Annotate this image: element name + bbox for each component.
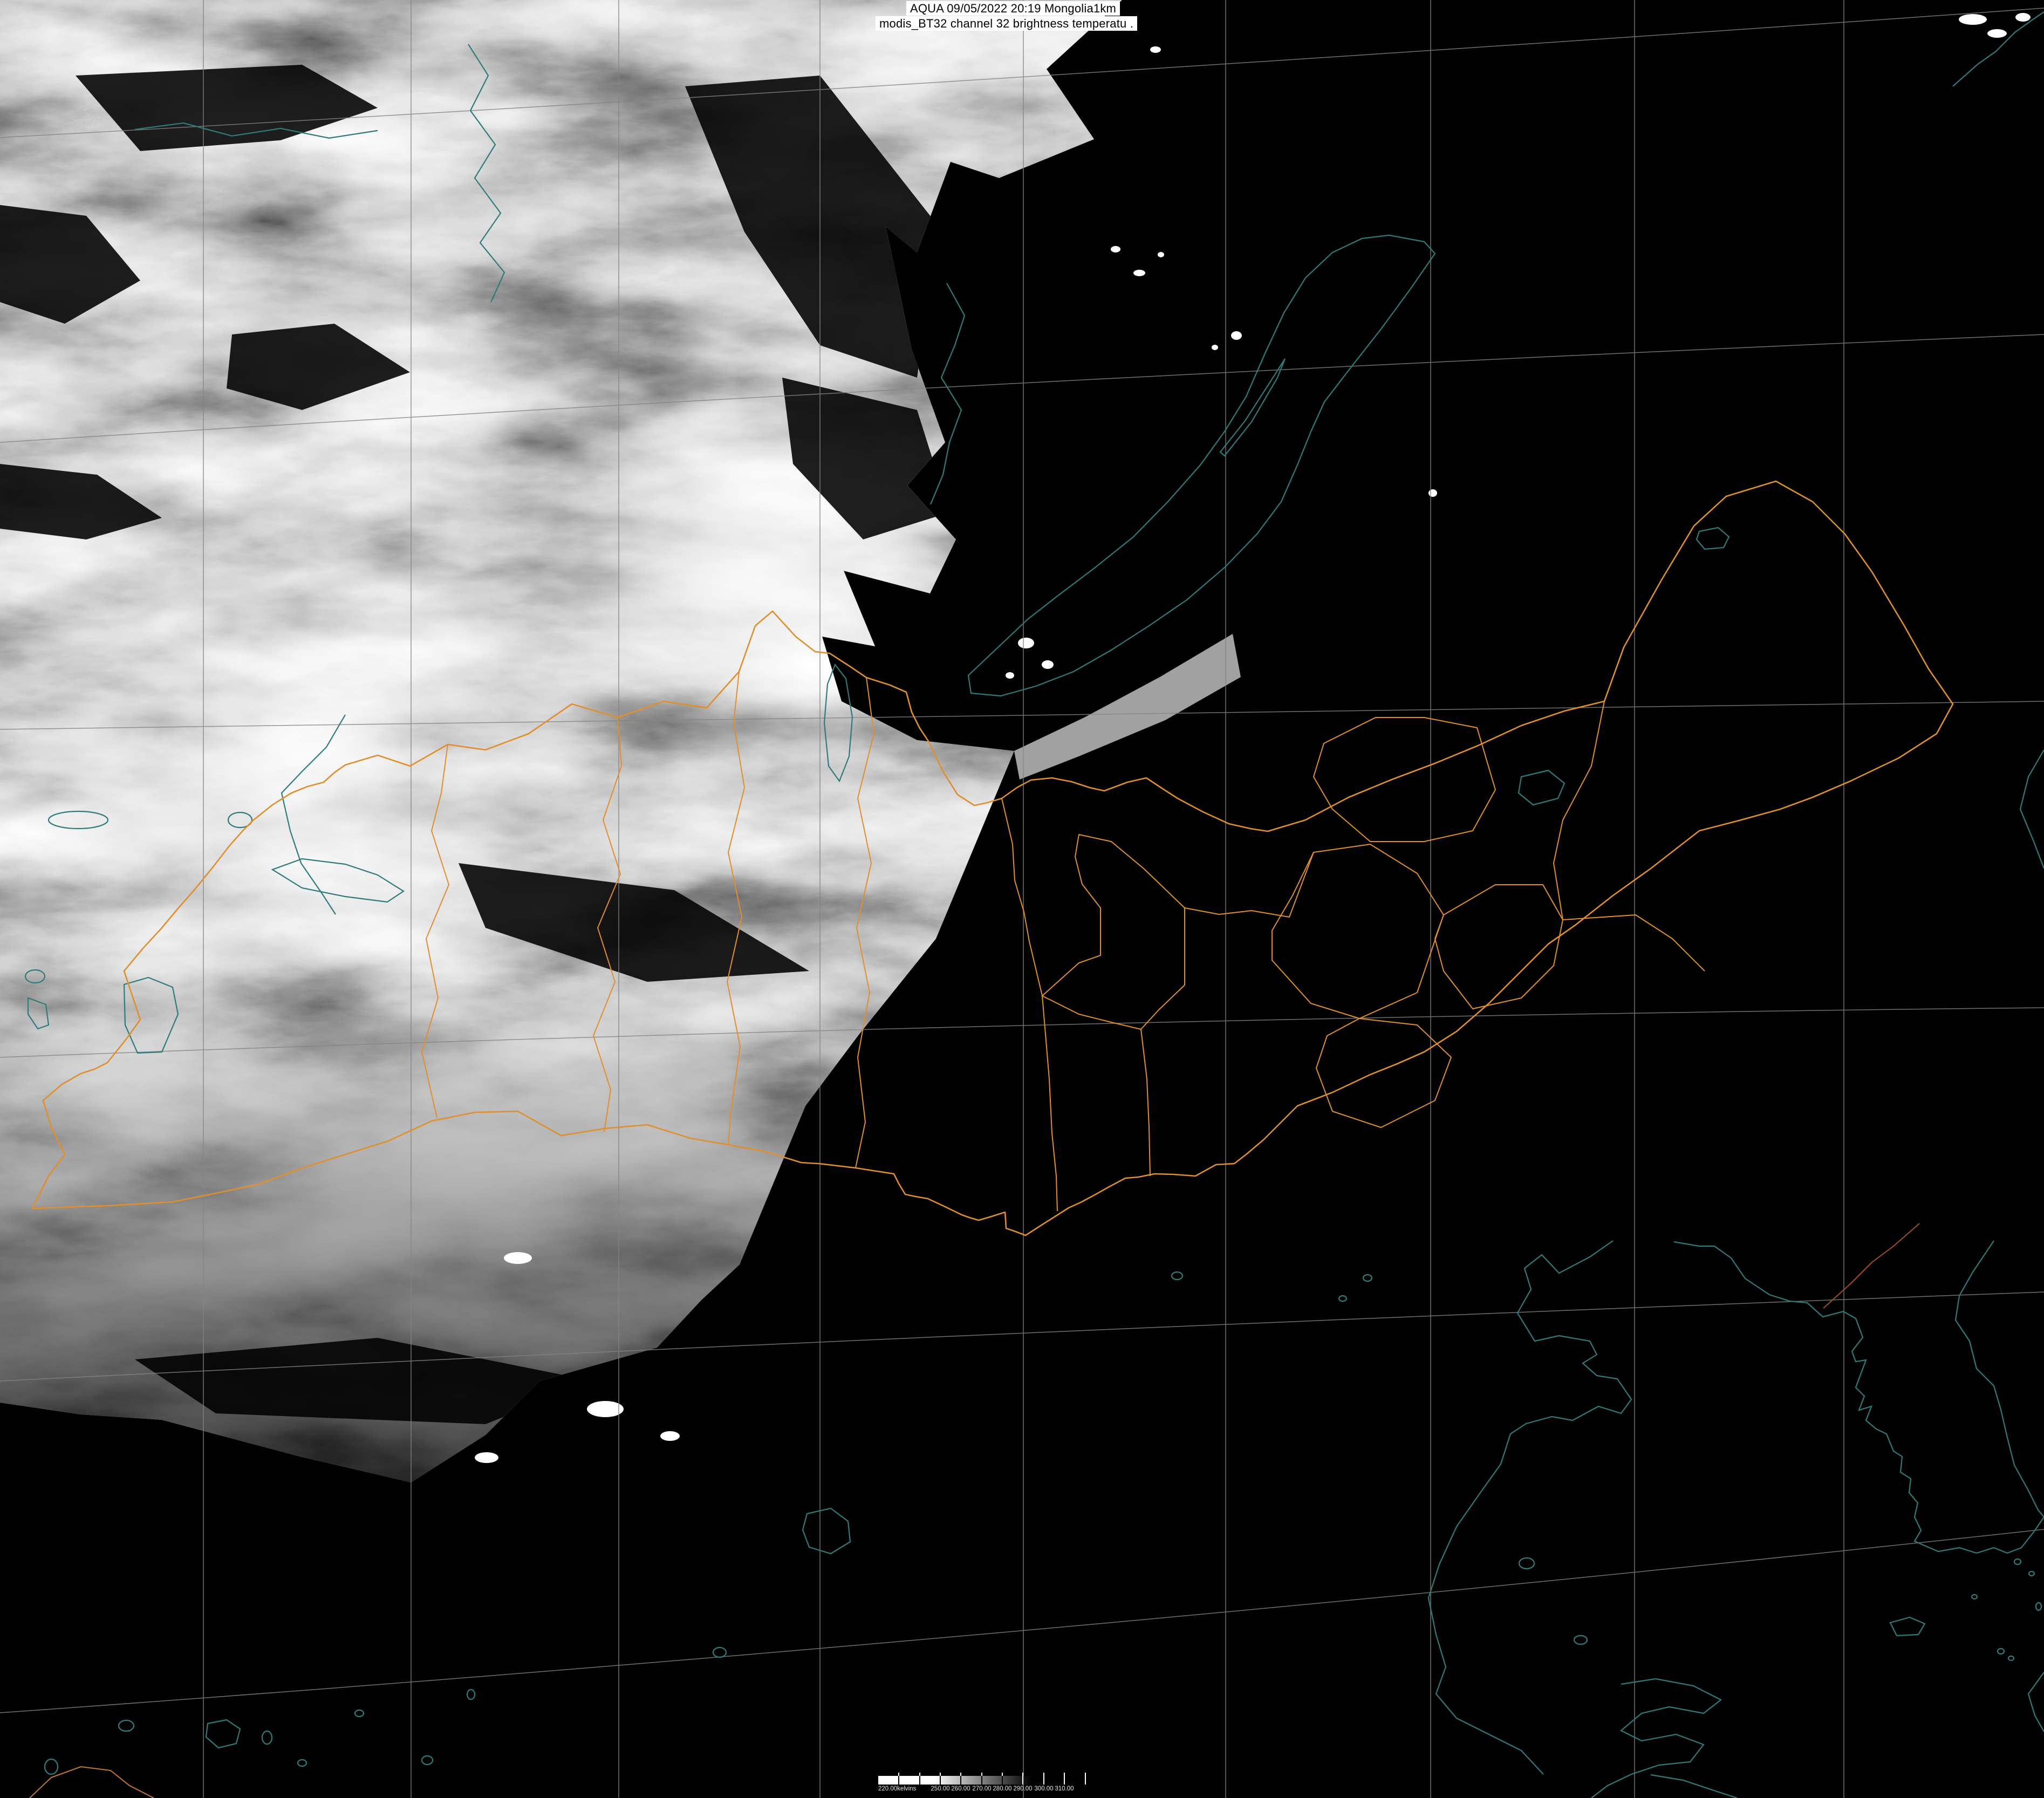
bohai-shandong-coast (1427, 1240, 1632, 1775)
image-title-line1: AQUA 09/05/2022 20:19 Mongolia1km (906, 1, 1120, 16)
colorbar-tick-240 (919, 1773, 920, 1785)
colorbar-unit-label: 220.00kelvins (878, 1786, 917, 1792)
river-north (134, 122, 378, 139)
hangzhou-bay (1650, 1774, 1738, 1798)
japan-coast-fragment (2019, 749, 2044, 869)
colorbar: 220.00kelvins 250.00 260.00 270.00 280.0… (878, 1772, 1094, 1798)
lake-gaxun (802, 1507, 851, 1555)
political-borders (29, 480, 1954, 1798)
lake-zavkhan (271, 858, 405, 903)
lake-baikal (967, 234, 1436, 697)
lake-buir (1517, 769, 1566, 806)
colorbar-tick-290 (1022, 1773, 1023, 1785)
mongolia-country-border (31, 480, 1954, 1236)
korea-east-coast (1954, 1240, 2044, 1517)
river-yenisei (468, 44, 505, 303)
colorbar-tick-270 (981, 1773, 982, 1785)
jeju-island (1889, 1616, 1926, 1637)
colorbar-label-260: 260.00 (951, 1786, 970, 1792)
colorbar-tick-320 (1085, 1773, 1086, 1785)
colorbar-tick-250 (940, 1773, 941, 1785)
mongolia-province-borders (421, 671, 1705, 1212)
olkhon-island (1219, 358, 1286, 457)
colorbar-label-250: 250.00 (931, 1786, 950, 1792)
river-west (281, 714, 346, 915)
colorbar-label-270: 270.00 (972, 1786, 992, 1792)
kyushu-fragment (2027, 1672, 2044, 1732)
okhotsk-coast (1952, 11, 2044, 87)
image-title-line2: modis_BT32 channel 32 brightness tempera… (876, 16, 1138, 31)
colorbar-tick-260 (960, 1773, 961, 1785)
korea-west-coast (1673, 1241, 2044, 1554)
lake-khovsgol (823, 663, 853, 783)
colorbar-label-290: 290.00 (1013, 1786, 1033, 1792)
river-selenga (929, 283, 966, 505)
colorbar-label-310: 310.00 (1055, 1786, 1074, 1792)
nk-china-border (1823, 1223, 1920, 1309)
lake-khar-us (123, 976, 179, 1054)
colorbar-tick-310 (1064, 1773, 1065, 1785)
cloud-spur (1014, 634, 1241, 780)
colorbar-tick-280 (1002, 1773, 1003, 1785)
lake-khyargas (47, 810, 109, 830)
yangtze-estuary (1591, 1678, 1722, 1798)
colorbar-tick-300 (1043, 1773, 1044, 1785)
colorbar-label-300: 300.00 (1034, 1786, 1054, 1792)
coastlines-and-lakes (24, 11, 2044, 1798)
china-province-border (29, 1766, 154, 1798)
lake-hulun (1696, 527, 1730, 550)
colorbar-tick-230 (898, 1773, 899, 1785)
colorbar-label-280: 280.00 (993, 1786, 1012, 1792)
lake-uvs (227, 811, 253, 829)
